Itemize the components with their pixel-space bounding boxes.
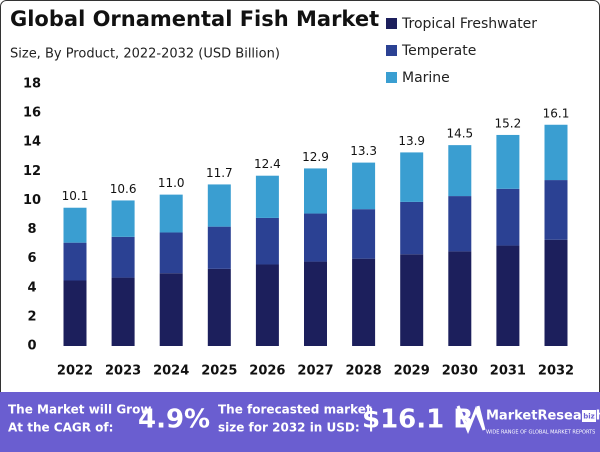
bar-segment [63, 242, 87, 281]
legend-swatch [386, 72, 397, 83]
footer-text: At the CAGR of: [8, 421, 113, 435]
total-label: 12.4 [254, 157, 281, 171]
legend-label: Tropical Freshwater [401, 16, 537, 32]
legend-swatch [386, 18, 397, 29]
logo-icon [456, 405, 486, 434]
legend-label: Temperate [401, 43, 476, 59]
x-tick-label: 2028 [346, 364, 382, 379]
x-tick-label: 2031 [490, 364, 526, 379]
total-label: 16.1 [543, 106, 570, 120]
bar-segment [496, 245, 520, 346]
bar-segment [304, 213, 327, 262]
x-tick-label: 2022 [57, 364, 93, 379]
y-tick-label: 0 [27, 339, 36, 354]
bar-segment [352, 162, 376, 210]
footer-text: The Market will Grow [8, 403, 151, 417]
y-tick-label: 12 [23, 164, 41, 179]
legend-label: Marine [402, 70, 450, 86]
bar-segment [400, 152, 424, 202]
y-tick-label: 10 [23, 193, 41, 208]
bar-segment [63, 280, 87, 346]
bar-segment [63, 207, 87, 243]
bar-segment [255, 175, 279, 218]
bar-segment [207, 184, 231, 227]
bar-segment [400, 201, 424, 255]
bar-segment [111, 277, 135, 346]
x-tick-label: 2032 [538, 364, 574, 379]
y-tick-label: 18 [23, 77, 41, 92]
x-tick-label: 2030 [442, 364, 478, 379]
bar-segment [159, 194, 183, 233]
bar-segment [159, 273, 183, 346]
y-tick-label: 14 [23, 135, 41, 150]
y-tick-label: 4 [27, 280, 36, 295]
bar-segment [448, 145, 472, 197]
footer-band [0, 392, 600, 452]
bar-segment [448, 196, 472, 252]
footer-forecast: $16.1 B [362, 405, 473, 435]
bar-segment [255, 264, 279, 346]
chart-subtitle: Size, By Product, 2022-2032 (USD Billion… [10, 47, 280, 62]
bar-segment [400, 254, 424, 346]
total-label: 13.9 [398, 134, 425, 148]
logo-badge: biz [583, 413, 594, 421]
bar-segment [111, 200, 135, 237]
bar-segment [352, 258, 376, 346]
bar-segment [448, 251, 472, 346]
y-tick-label: 16 [23, 106, 41, 121]
bar-segment [544, 239, 568, 346]
total-label: 10.1 [62, 189, 89, 203]
total-label: 11.7 [206, 166, 233, 180]
total-label: 14.5 [446, 127, 473, 141]
logo-badge-box [582, 410, 596, 422]
total-label: 10.6 [110, 182, 137, 196]
x-tick-label: 2025 [201, 364, 237, 379]
bar-segment [544, 124, 568, 181]
chart-title: Global Ornamental Fish Market [10, 7, 379, 31]
total-label: 12.9 [302, 150, 329, 164]
bar-segment [255, 217, 279, 265]
x-tick-label: 2026 [249, 364, 285, 379]
bar-segment [111, 236, 135, 278]
bar-segment [207, 226, 231, 269]
total-label: 15.2 [495, 116, 522, 130]
footer-text: size for 2032 in USD: [218, 421, 360, 435]
y-tick-label: 8 [27, 222, 36, 237]
logo-tagline: WIDE RANGE OF GLOBAL MARKET REPORTS [486, 430, 595, 436]
x-tick-label: 2029 [394, 364, 430, 379]
y-tick-label: 6 [27, 251, 36, 266]
bar-segment [159, 232, 183, 274]
legend-swatch [386, 45, 397, 56]
bar-segment [544, 180, 568, 240]
x-tick-label: 2024 [153, 364, 189, 379]
x-tick-label: 2027 [297, 364, 333, 379]
logo: MarketResearch [486, 409, 600, 424]
x-tick-label: 2023 [105, 364, 141, 379]
footer-text: The forecasted market [218, 403, 372, 417]
footer-cagr: 4.9% [138, 405, 210, 435]
bar-segment [496, 188, 520, 246]
y-tick-label: 2 [27, 309, 36, 324]
bar-segment [207, 268, 231, 346]
bar-segment [352, 209, 376, 259]
total-label: 13.3 [350, 144, 377, 158]
bar-segment [304, 168, 327, 214]
bar-segment [304, 261, 327, 346]
total-label: 11.0 [158, 176, 185, 190]
bar-segment [496, 134, 520, 189]
